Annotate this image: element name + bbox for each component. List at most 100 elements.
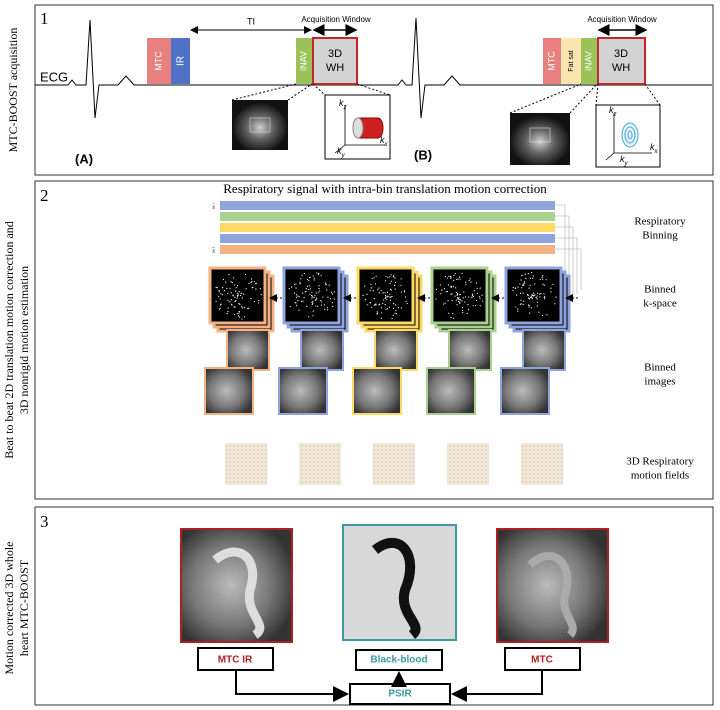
kspace-dot — [461, 306, 464, 309]
side-label: MTC-BOOST acquisition — [6, 28, 20, 153]
kspace-dot — [374, 283, 376, 285]
kspace-dot — [544, 295, 546, 297]
kspace-dot — [536, 305, 538, 307]
kspace-dot — [250, 281, 252, 284]
kspace-dot — [522, 300, 525, 302]
motion-field — [521, 443, 563, 485]
bin-bar — [220, 234, 555, 243]
kspace-dot — [454, 272, 456, 275]
bin-bracket — [555, 248, 582, 290]
axis-label: kz — [609, 105, 617, 117]
kspace-dot — [403, 290, 406, 292]
kspace-dot — [230, 281, 232, 283]
kspace-dot — [461, 272, 463, 274]
kspace-dot — [464, 296, 467, 298]
kspace-dot — [519, 303, 521, 305]
kspace-dot — [309, 293, 311, 295]
bin-label: Bin 1 — [212, 202, 216, 209]
kspace-dot — [294, 302, 296, 304]
kspace-dot — [529, 277, 532, 279]
kspace-dot — [523, 284, 525, 286]
kspace-dot — [236, 297, 238, 299]
axis-sub: x — [654, 149, 659, 155]
bin-bracket — [555, 237, 578, 294]
kspace-dot — [458, 276, 461, 278]
kspace-dot — [552, 283, 554, 285]
kspace-dot — [366, 293, 368, 295]
kspace-dot — [550, 287, 552, 289]
kspace-dot — [250, 278, 253, 280]
navigator-image — [232, 100, 288, 150]
kspace-dot — [451, 293, 453, 295]
kspace-dot — [457, 298, 459, 300]
kspace-dot — [450, 293, 452, 295]
kspace-dot — [527, 272, 529, 275]
kspace-dot — [377, 289, 379, 291]
image-frame — [448, 329, 492, 371]
kspace-dot — [315, 305, 317, 307]
image-frame — [278, 367, 328, 415]
kspace-dot — [459, 278, 461, 280]
kspace-dot — [544, 298, 546, 300]
kspace-dot — [328, 284, 330, 286]
image-label: MTC — [531, 655, 553, 666]
kspace-dot — [522, 292, 524, 294]
block-label: IR — [176, 56, 187, 66]
kspace-dot — [389, 276, 391, 278]
kspace-dot — [393, 275, 395, 277]
kspace-dot — [317, 291, 319, 293]
kspace-dot — [385, 308, 387, 310]
kspace-dot — [543, 296, 545, 299]
kspace-dot — [466, 312, 468, 315]
block-label: 3D — [328, 48, 342, 60]
kspace-dot — [308, 279, 310, 282]
kspace-dot — [300, 278, 302, 280]
decoration — [527, 552, 577, 638]
kspace-dot — [528, 306, 530, 308]
kspace-dot — [545, 279, 547, 281]
kspace-dot — [306, 278, 309, 280]
bin-bar — [220, 201, 555, 210]
kspace-dot — [237, 315, 240, 317]
kspace-dot — [457, 300, 460, 303]
kspace-dot — [539, 296, 541, 298]
kspace-dot — [453, 279, 455, 281]
axis-letter: k — [339, 98, 344, 108]
kspace-dot — [325, 284, 327, 286]
kspace-dot — [531, 294, 533, 296]
axis-sub: y — [341, 153, 346, 159]
kspace-dot — [219, 298, 221, 300]
decoration — [358, 117, 384, 139]
kspace-dot — [395, 310, 397, 312]
kspace-dot — [529, 296, 532, 298]
kspace-dot — [465, 281, 467, 283]
kspace-dot — [532, 277, 534, 279]
kspace-dot — [245, 288, 247, 290]
kspace-dot — [517, 308, 519, 310]
panel-number: 1 — [40, 9, 49, 28]
kspace-dot — [384, 294, 387, 296]
bin-label: Bin 5 — [212, 246, 216, 253]
kspace-dot — [362, 294, 364, 296]
step-label: Binning — [642, 230, 678, 242]
kspace-dot — [541, 314, 544, 317]
step-label: images — [644, 376, 675, 388]
kspace-dot — [253, 281, 255, 283]
kspace-dot — [369, 302, 371, 304]
sequence-label: (A) — [75, 151, 93, 166]
step-label: 3D Respiratory — [626, 456, 694, 468]
kspace-dot — [234, 300, 236, 303]
image-frame — [426, 367, 476, 415]
kspace-dot — [323, 304, 325, 306]
decoration — [529, 127, 551, 143]
mtc-block — [147, 38, 171, 84]
kspace-dot — [221, 294, 224, 296]
kspace-dot — [235, 299, 237, 302]
kspace-dot — [227, 299, 229, 302]
bin-bracket — [555, 215, 570, 302]
kspace-dot — [517, 310, 519, 312]
kspace-dot — [220, 303, 222, 305]
kspace-dot — [522, 303, 524, 305]
decoration — [312, 83, 326, 96]
kspace-dot — [316, 272, 318, 274]
